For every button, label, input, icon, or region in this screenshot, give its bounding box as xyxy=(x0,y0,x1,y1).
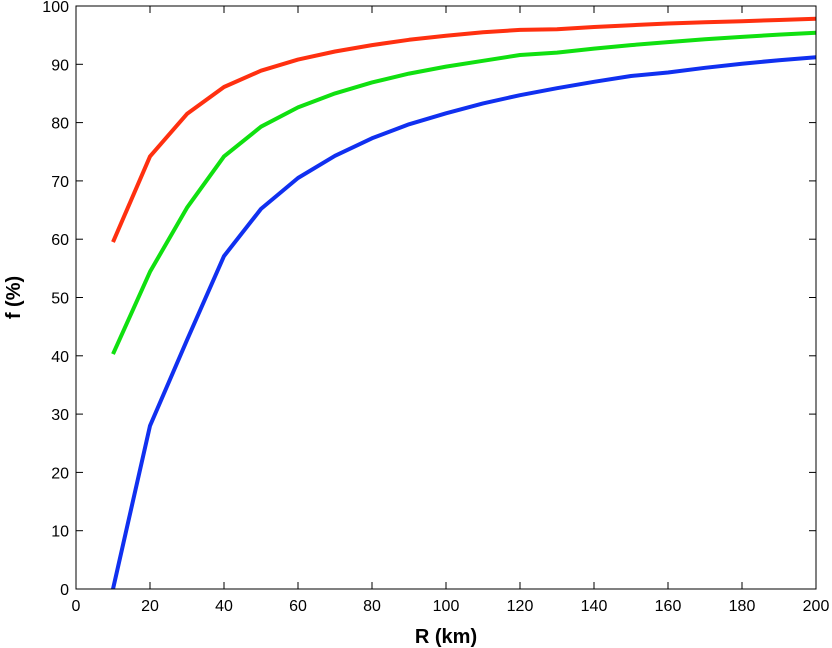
x-tick-label: 60 xyxy=(289,598,307,615)
x-axis-title: R (km) xyxy=(415,626,477,648)
x-tick-label: 180 xyxy=(729,598,756,615)
y-tick-label: 80 xyxy=(51,116,69,133)
y-tick-label: 40 xyxy=(51,349,69,366)
series-line-1 xyxy=(111,16,817,243)
x-tick-label: 0 xyxy=(72,598,81,615)
series-line-2 xyxy=(111,30,817,355)
y-tick-label: 50 xyxy=(51,291,69,308)
y-tick-label: 20 xyxy=(51,465,69,482)
x-tick-label: 20 xyxy=(141,598,159,615)
x-tick-label: 200 xyxy=(803,598,830,615)
y-tick-label: 100 xyxy=(42,0,69,16)
x-tick-label: 80 xyxy=(363,598,381,615)
y-axis-title: f (%) xyxy=(3,276,25,319)
y-tick-label: 0 xyxy=(60,582,69,599)
y-tick-label: 60 xyxy=(51,232,69,249)
series-line-3 xyxy=(111,55,817,590)
series-layer xyxy=(111,16,817,590)
x-tick-label: 160 xyxy=(655,598,682,615)
y-tick-label: 90 xyxy=(51,57,69,74)
x-tick-label: 40 xyxy=(215,598,233,615)
x-tick-label: 120 xyxy=(507,598,534,615)
y-tick-label: 30 xyxy=(51,407,69,424)
plot-area-frame xyxy=(75,5,817,590)
y-tick-label: 70 xyxy=(51,174,69,191)
x-tick-label: 140 xyxy=(581,598,608,615)
x-tick-label: 100 xyxy=(433,598,460,615)
tick-layer: 0 20 40 60 80 100 120 140 160 180 200 0 10 20 30 40 50 60… xyxy=(42,0,829,615)
y-tick-label: 10 xyxy=(51,524,69,541)
